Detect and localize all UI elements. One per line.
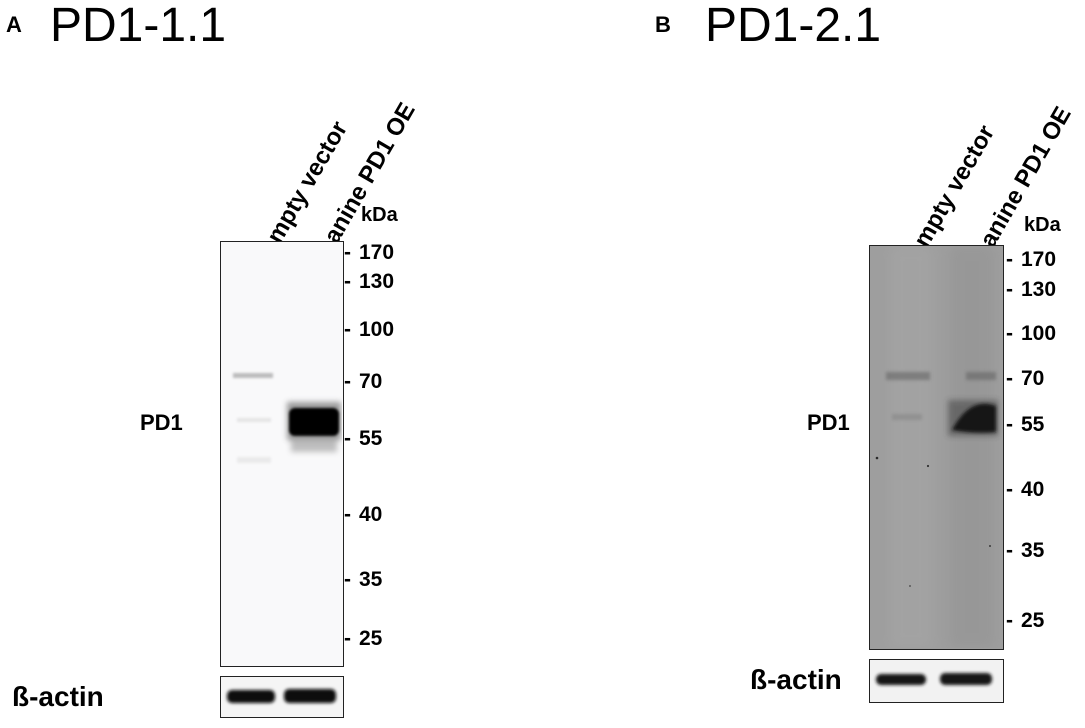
western-blot-beta-actin xyxy=(869,659,1004,703)
marker-25: 25 xyxy=(1006,609,1044,633)
marker-70: 70 xyxy=(1006,367,1044,391)
blot-image xyxy=(875,246,998,648)
actin-blot-image xyxy=(227,689,336,703)
band-label-pd1: PD1 xyxy=(140,410,183,435)
marker-170: 170 xyxy=(1006,248,1056,272)
marker-35: 35 xyxy=(1006,539,1044,563)
western-blot-pd1 xyxy=(869,245,1004,650)
marker-100: 100 xyxy=(1006,322,1056,346)
actin-blot-image xyxy=(876,673,992,685)
marker-25: 25 xyxy=(344,627,382,651)
marker-130: 130 xyxy=(344,270,394,294)
panel-title: PD1-2.1 xyxy=(705,0,882,52)
marker-40: 40 xyxy=(1006,478,1044,502)
panel-letter: A xyxy=(6,12,22,37)
marker-130: 130 xyxy=(1006,278,1056,302)
blot-image xyxy=(233,373,341,463)
marker-100: 100 xyxy=(344,318,394,342)
band-label-pd1: PD1 xyxy=(807,410,850,435)
marker-170: 170 xyxy=(344,241,394,265)
marker-70: 70 xyxy=(344,370,382,394)
marker-55: 55 xyxy=(1006,413,1044,437)
kda-label: kDa xyxy=(1024,214,1061,236)
marker-35: 35 xyxy=(344,568,382,592)
marker-55: 55 xyxy=(344,427,382,451)
loading-label-beta-actin: ß-actin xyxy=(12,681,104,712)
western-blot-pd1 xyxy=(220,241,344,667)
panel-letter: B xyxy=(655,12,671,37)
panel-title: PD1-1.1 xyxy=(50,0,227,52)
western-blot-beta-actin xyxy=(220,676,344,718)
loading-label-beta-actin: ß-actin xyxy=(750,664,842,695)
kda-label: kDa xyxy=(361,204,398,226)
marker-40: 40 xyxy=(344,503,382,527)
